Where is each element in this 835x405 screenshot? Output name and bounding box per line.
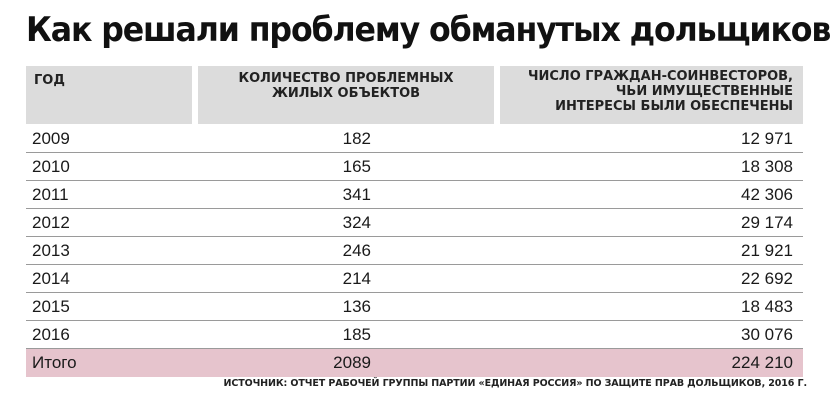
objects-cell: 136 xyxy=(342,297,371,316)
column-header-investors-line2: ЧЬИ ИМУЩЕСТВЕННЫЕ xyxy=(615,84,793,99)
investors-cell: 12 971 xyxy=(741,129,793,148)
objects-cell: 165 xyxy=(342,157,371,176)
column-header-objects-line1: КОЛИЧЕСТВО ПРОБЛЕМНЫХ xyxy=(238,71,454,86)
column-header-year-label: ГОД xyxy=(34,73,65,88)
table-row: 2010 165 18 308 xyxy=(26,153,803,181)
table-body: 2009 182 12 971 2010 165 18 308 2011 341… xyxy=(26,125,803,377)
year-cell: 2013 xyxy=(32,241,70,260)
source-note: ИСТОЧНИК: ОТЧЕТ РАБОЧЕЙ ГРУППЫ ПАРТИИ «Е… xyxy=(223,378,808,389)
investors-cell: 21 921 xyxy=(741,241,793,260)
column-header-investors: ЧИСЛО ГРАЖДАН-СОИНВЕСТОРОВ, ЧЬИ ИМУЩЕСТВ… xyxy=(500,66,803,124)
column-header-investors-line1: ЧИСЛО ГРАЖДАН-СОИНВЕСТОРОВ, xyxy=(527,69,793,84)
investors-cell: 22 692 xyxy=(741,269,793,288)
column-header-investors-line3: ИНТЕРЕСЫ БЫЛИ ОБЕСПЕЧЕНЫ xyxy=(555,99,793,114)
objects-cell: 341 xyxy=(342,185,371,204)
investors-cell: 18 483 xyxy=(741,297,793,316)
objects-cell: 182 xyxy=(342,129,371,148)
column-header-objects: КОЛИЧЕСТВО ПРОБЛЕМНЫХ ЖИЛЫХ ОБЪЕКТОВ xyxy=(198,66,494,124)
column-header-objects-line2: ЖИЛЫХ ОБЪЕКТОВ xyxy=(271,86,421,101)
year-cell: 2015 xyxy=(32,297,70,316)
table-row: 2016 185 30 076 xyxy=(26,321,803,349)
year-cell: 2014 xyxy=(32,269,70,288)
total-label: Итого xyxy=(32,353,77,372)
investors-cell: 29 174 xyxy=(741,213,793,232)
objects-cell: 214 xyxy=(342,269,371,288)
year-cell: 2009 xyxy=(32,129,70,148)
total-row: Итого 2089 224 210 xyxy=(26,349,803,377)
investors-cell: 18 308 xyxy=(741,157,793,176)
year-cell: 2011 xyxy=(32,185,69,204)
page-title: Как решали проблему обманутых дольщиков xyxy=(26,10,831,50)
table-row: 2011 341 42 306 xyxy=(26,181,803,209)
investors-cell: 42 306 xyxy=(741,185,793,204)
objects-cell: 324 xyxy=(342,213,371,232)
table-row: 2015 136 18 483 xyxy=(26,293,803,321)
table-row: 2014 214 22 692 xyxy=(26,265,803,293)
year-cell: 2016 xyxy=(32,325,70,344)
table-row: 2013 246 21 921 xyxy=(26,237,803,265)
column-header-year: ГОД xyxy=(26,66,192,124)
total-investors-cell: 224 210 xyxy=(731,353,793,372)
investors-cell: 30 076 xyxy=(741,325,793,344)
table-row: 2012 324 29 174 xyxy=(26,209,803,237)
objects-cell: 185 xyxy=(342,325,371,344)
year-cell: 2010 xyxy=(32,157,70,176)
objects-cell: 246 xyxy=(342,241,371,260)
year-cell: 2012 xyxy=(32,213,70,232)
table-row: 2009 182 12 971 xyxy=(26,125,803,153)
total-objects-cell: 2089 xyxy=(333,353,371,372)
